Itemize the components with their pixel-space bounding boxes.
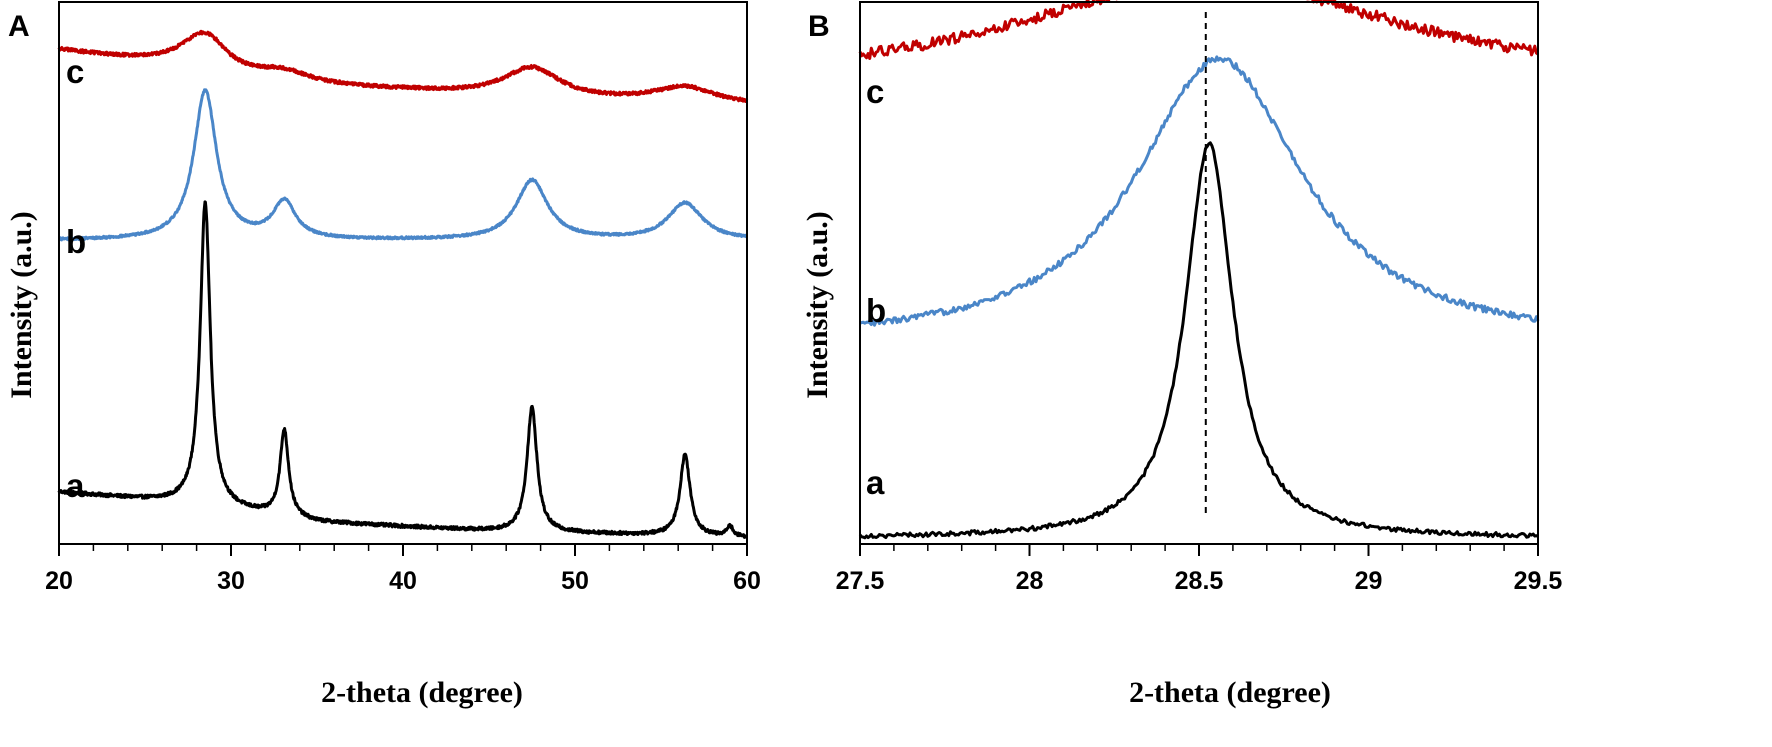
panel-b-x-tick-label: 27.5	[836, 567, 885, 595]
panel-a: A 20 30 40 50 60 2-theta (degree) Intensity …	[5, 1, 761, 709]
panel-b-trace-label-a: a	[866, 464, 885, 501]
panel-a-series-b-line	[58, 88, 748, 242]
panel-a-plot-area	[57, 29, 749, 539]
panel-b-series-a-line	[858, 141, 1539, 540]
panel-b-x-tick-label: 29	[1355, 567, 1383, 595]
panel-a-trace-label-b: b	[66, 223, 86, 260]
panel-a-x-tick-label: 40	[389, 567, 417, 595]
panel-a-trace-label-c: c	[66, 53, 84, 90]
panel-b-trace-label-b: b	[866, 292, 886, 329]
panel-a-x-tick-label: 20	[45, 567, 73, 595]
panel-b-frame	[859, 1, 1539, 545]
panel-a-y-axis-title: Intensity (a.u.)	[5, 211, 38, 399]
panel-b: B 27.5 28 28.5 29 29.5 2-theta (degree) Inte…	[801, 0, 1562, 709]
panel-a-series-c-line	[57, 29, 749, 103]
panel-a-trace-label-a: a	[66, 467, 85, 504]
panel-b-x-tick-label: 28	[1016, 567, 1044, 595]
panel-a-frame	[58, 1, 748, 545]
panel-a-x-tick-label: 60	[733, 567, 761, 595]
panel-b-x-tick-label: 29.5	[1514, 567, 1563, 595]
panel-b-x-tick-label: 28.5	[1175, 567, 1224, 595]
panel-b-trace-label-c: c	[866, 73, 884, 110]
panel-b-label: B	[808, 10, 830, 43]
panel-b-y-axis-title: Intensity (a.u.)	[801, 211, 834, 399]
panel-a-x-axis: 20 30 40 50 60	[45, 544, 761, 595]
panel-a-x-tick-label: 50	[561, 567, 589, 595]
panel-a-x-tick-label: 30	[217, 567, 245, 595]
panel-a-label: A	[8, 10, 30, 43]
panel-a-series-a-line	[57, 200, 748, 539]
panel-b-series-c-line	[858, 0, 1539, 60]
panel-b-series-b-line	[859, 55, 1540, 327]
panel-b-plot-area	[858, 0, 1540, 540]
panel-b-x-axis-title: 2-theta (degree)	[1129, 676, 1331, 709]
panel-b-x-axis: 27.5 28 28.5 29 29.5	[836, 544, 1563, 595]
panel-a-x-axis-title: 2-theta (degree)	[321, 676, 523, 709]
